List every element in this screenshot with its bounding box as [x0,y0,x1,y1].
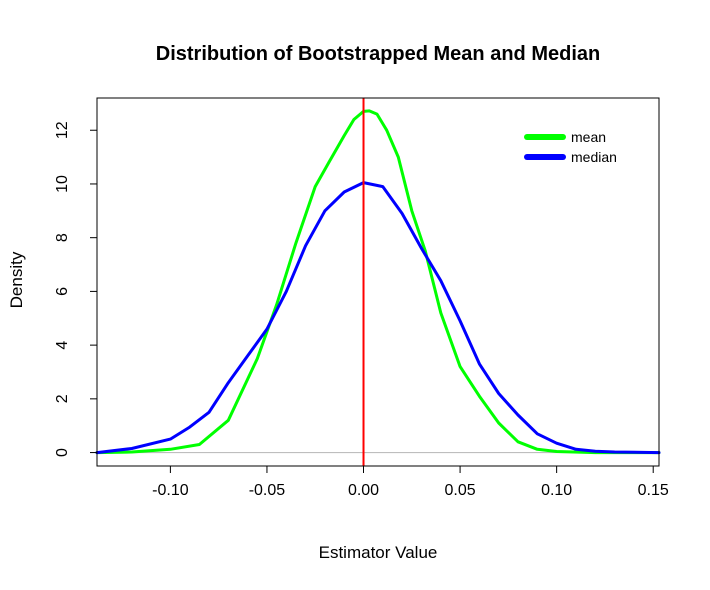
x-tick-label: -0.10 [152,482,189,499]
x-tick-label: -0.05 [249,482,286,499]
plot-area [95,98,661,466]
y-tick-label: 8 [54,233,71,242]
series-line-mean [95,109,661,455]
x-tick-label: 0.10 [541,482,572,499]
legend-label-median: median [571,149,617,165]
legend: mean median [524,129,617,165]
y-axis-title: Density [7,251,26,308]
legend-label-mean: mean [571,129,606,145]
y-tick-label: 4 [54,341,71,350]
plot-frame [96,97,660,467]
y-tick-label: 2 [54,394,71,403]
x-tick-label: 0.05 [445,482,476,499]
series-line-median [95,181,661,455]
chart-title: Distribution of Bootstrapped Mean and Me… [156,43,600,65]
x-axis-title: Estimator Value [319,543,438,562]
y-tick-label: 6 [54,287,71,296]
y-tick-label: 10 [54,175,71,193]
y-tick-label: 12 [54,121,71,139]
y-tick-label: 0 [54,448,71,457]
axes: -0.10 -0.05 0.00 0.05 0.10 0.15 0 2 4 6 8 10 12 [54,97,669,499]
x-tick-label: 0.00 [348,482,379,499]
x-tick-label: 0.15 [638,482,669,499]
